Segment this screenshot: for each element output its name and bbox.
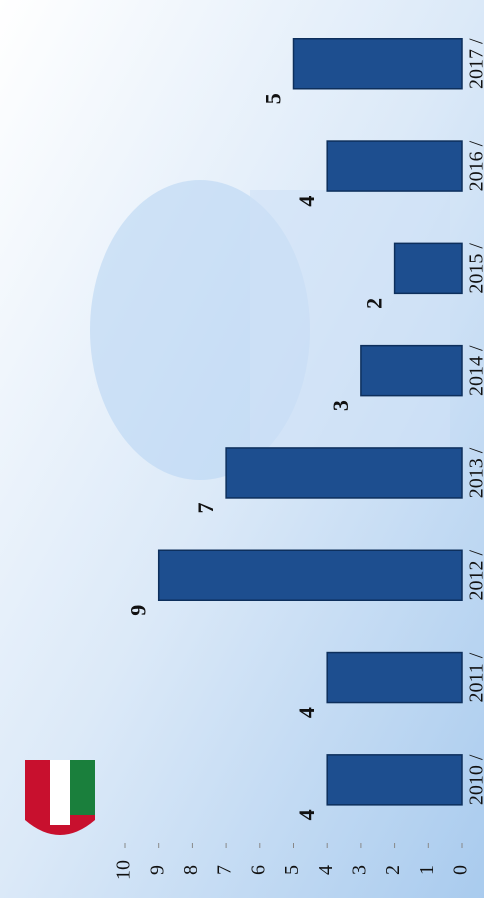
value-label: 4 — [294, 707, 319, 718]
bar — [225, 447, 463, 499]
y-tick-label: 4 — [315, 865, 337, 875]
bar — [326, 754, 463, 806]
y-tick-label: 8 — [180, 865, 202, 875]
bar — [292, 38, 463, 90]
y-tick-label: 1 — [416, 865, 438, 875]
y-tick-label: 3 — [348, 865, 370, 875]
x-tick-label: 2014 / — [466, 345, 484, 396]
x-tick-label: 2015 / — [466, 243, 484, 294]
x-tick-label: 2010 / — [466, 754, 484, 805]
x-tick-label: 2012 / — [466, 550, 484, 601]
y-tick-label: 7 — [214, 865, 236, 875]
value-label: 4 — [294, 809, 319, 820]
value-label: 7 — [193, 502, 218, 513]
y-tick-label: 6 — [247, 865, 269, 875]
logo — [25, 760, 95, 835]
bar — [326, 651, 463, 704]
bar — [157, 549, 463, 601]
value-label: 9 — [126, 605, 151, 616]
bar — [326, 140, 463, 192]
y-tick-label: 10 — [113, 860, 135, 880]
x-tick-label: 2017 / — [466, 38, 484, 89]
value-label: 3 — [328, 400, 353, 411]
x-tick-label: 2016 / — [466, 140, 484, 191]
y-tick-label: 2 — [382, 865, 404, 875]
value-label: 2 — [362, 298, 387, 309]
building-decoration — [250, 190, 450, 480]
bar — [360, 344, 463, 397]
y-tick-label: 0 — [450, 865, 472, 875]
y-tick-label: 9 — [146, 865, 168, 875]
value-label: 5 — [261, 93, 286, 104]
x-tick-label: 2011 / — [466, 652, 484, 702]
plot: 0 1 2 3 4 5 6 7 8 9 10 2010 / 4 2011 / 4 2012 / 9 2013 / 7… — [113, 38, 484, 880]
bar — [393, 242, 463, 295]
y-tick-label: 5 — [281, 865, 303, 875]
x-tick-label: 2013 / — [466, 447, 484, 498]
value-label: 4 — [294, 196, 319, 207]
